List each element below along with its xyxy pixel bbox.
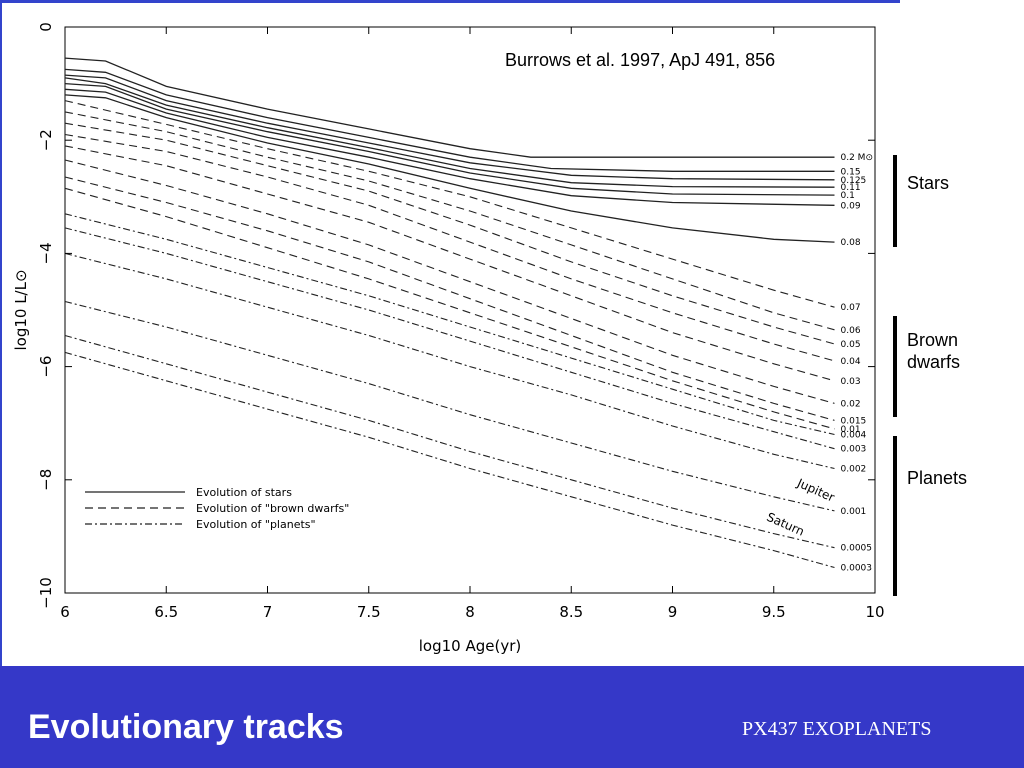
series-line-6 [64,94,835,243]
left-rule [0,0,2,666]
series-label-13: 0.015 [841,416,867,426]
series-line-10 [64,133,835,362]
series-line-9 [64,122,835,345]
series-line-13 [64,176,835,421]
series-label-12: 0.02 [841,399,861,409]
series-label-9: 0.05 [841,340,861,350]
planets-bracket [893,436,897,596]
series-label-3: 0.11 [841,183,861,193]
y-tick-label-3: −6 [37,356,55,378]
annotation-jupiter: Jupiter [794,476,836,505]
x-tick-label-4: 8 [465,603,475,621]
series-label-17: 0.002 [841,464,867,474]
x-tick-label-8: 10 [865,603,884,621]
series-label-18: 0.001 [841,507,867,517]
x-tick-label-3: 7.5 [357,603,381,621]
y-tick-label-2: −4 [37,242,55,264]
x-tick-label-2: 7 [263,603,273,621]
series-label-20: 0.0003 [841,564,873,574]
course-label: PX437 EXOPLANETS [742,718,932,740]
x-axis-label: log10 Age(yr) [419,637,521,655]
brown-dwarfs-label: Brown dwarfs [907,330,961,372]
series-line-20 [64,351,835,569]
series-line-19 [64,334,835,549]
x-tick-label-7: 9.5 [762,603,786,621]
series-label-8: 0.06 [841,326,861,336]
series-line-2 [64,74,835,181]
series-label-2: 0.125 [841,176,867,186]
series-label-15: 0.004 [841,431,867,441]
x-tick-label-0: 6 [60,603,70,621]
plot-frame [64,26,876,594]
series-line-11 [64,145,835,382]
footer-bar [0,666,1024,768]
y-tick-label-5: −10 [37,577,55,609]
legend-label-1: Evolution of "brown dwarfs" [196,502,349,515]
series-label-16: 0.003 [841,445,867,455]
series-line-4 [64,82,835,196]
y-axis-label: log10 L/L⊙ [12,269,30,350]
slide-title: Evolutionary tracks [28,708,344,746]
top-rule [0,0,900,3]
series-label-11: 0.03 [841,377,861,387]
series-line-8 [64,111,835,331]
series-line-7 [64,100,835,308]
series-label-19: 0.0005 [841,544,873,554]
planets-label: Planets [907,468,968,488]
series-label-7: 0.07 [841,303,861,313]
x-tick-label-5: 8.5 [559,603,583,621]
y-tick-label-0: 0 [37,22,55,32]
y-tick-label-4: −8 [37,469,55,491]
series-line-15 [64,213,835,436]
legend-label-2: Evolution of "planets" [196,518,316,531]
series-label-0: 0.2 M⊙ [841,153,873,163]
series-line-14 [64,187,835,430]
series-line-1 [64,68,835,172]
series-line-18 [64,300,835,512]
x-tick-label-1: 6.5 [154,603,178,621]
legend-label-0: Evolution of stars [196,486,292,499]
brown-dwarfs-bracket [893,316,897,417]
series-line-12 [64,159,835,404]
series-line-0 [64,57,835,158]
citation: Burrows et al. 1997, ApJ 491, 856 [505,50,776,70]
x-tick-label-6: 9 [668,603,678,621]
series-label-6: 0.08 [841,238,861,248]
series-label-4: 0.1 [841,191,855,201]
series-label-10: 0.04 [841,357,861,367]
series-label-14: 0.01 [841,425,861,435]
stars-label: Stars [907,173,950,193]
series-line-3 [64,77,835,188]
series-line-17 [64,252,835,470]
stars-bracket [893,155,897,247]
series-label-5: 0.09 [841,201,861,211]
series-line-16 [64,227,835,450]
y-tick-label-1: −2 [37,129,55,151]
series-label-1: 0.15 [841,167,861,177]
series-line-5 [64,88,835,206]
annotation-saturn: Saturn [765,510,807,539]
